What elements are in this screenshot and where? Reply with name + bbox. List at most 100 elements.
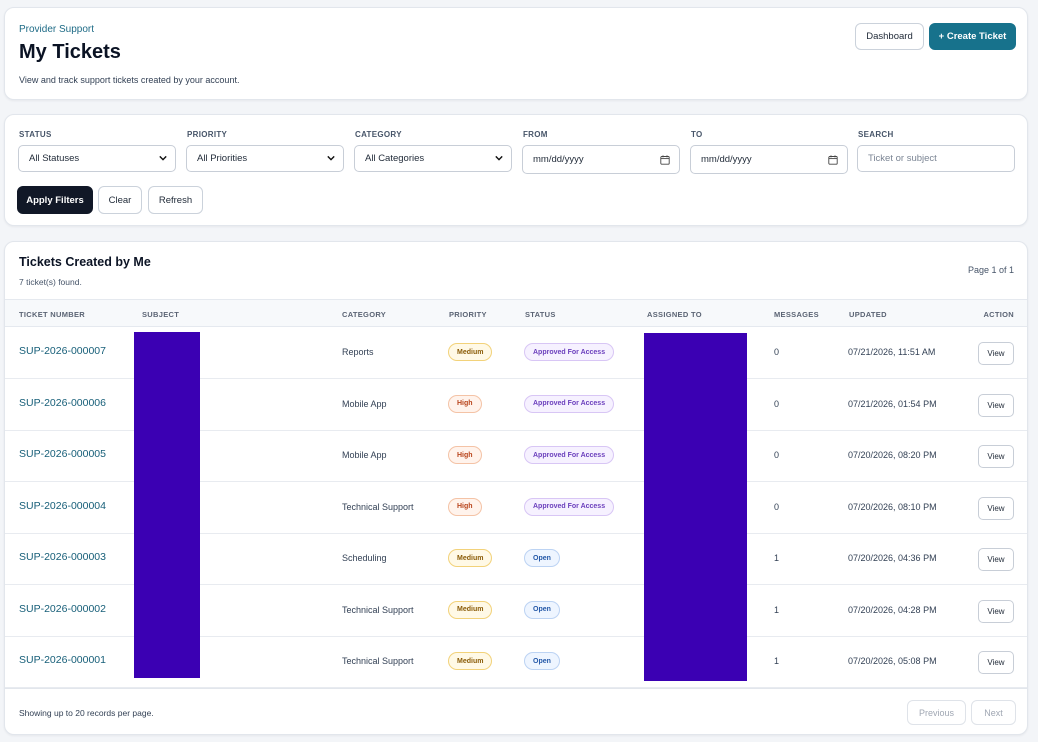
view-button[interactable]: View [978,548,1014,571]
priority-badge: Medium [448,343,493,361]
category-cell: Scheduling [342,553,387,563]
col-updated: UPDATED [849,310,887,319]
chevron-down-icon [495,155,503,161]
col-ticket-number: TICKET NUMBER [19,310,85,319]
priority-badge: Medium [448,549,493,567]
priority-filter-label: PRIORITY [187,130,228,139]
ticket-number-link[interactable]: SUP-2026-000005 [19,448,106,460]
table-title: Tickets Created by Me [19,255,151,269]
ticket-number-link[interactable]: SUP-2026-000001 [19,654,106,666]
category-select[interactable]: All Categories [354,145,512,172]
page-subtitle: View and track support tickets created b… [19,75,240,85]
calendar-icon[interactable] [828,155,838,165]
updated-timestamp: 07/20/2026, 04:28 PM [848,604,937,615]
messages-count: 0 [774,398,780,409]
status-badge: Approved For Access [524,446,615,464]
search-input[interactable]: Ticket or subject [857,145,1015,172]
table-row: SUP-2026-000004 Technical Support High Appr… [5,482,1027,534]
ticket-number-link[interactable]: SUP-2026-000007 [19,345,106,357]
status-select-value: All Statuses [29,153,80,164]
view-button[interactable]: View [978,599,1014,623]
priority-select-value: All Priorities [197,153,248,164]
refresh-button[interactable]: Refresh [148,186,203,214]
category-select-value: All Categories [365,153,425,164]
status-select[interactable]: All Statuses [18,145,176,172]
table-row: SUP-2026-000005 Mobile App High Approved Fo… [5,430,1027,482]
ticket-number-link[interactable]: SUP-2026-000004 [19,499,106,512]
view-button[interactable]: View [978,445,1014,468]
col-priority: PRIORITY [449,310,487,319]
table-row: SUP-2026-000002 Technical Support Medium Op… [5,585,1027,637]
messages-count: 0 [774,501,780,512]
clear-button[interactable]: Clear [98,186,142,214]
view-button[interactable]: View [978,496,1014,520]
from-filter-label: FROM [523,130,548,139]
ticket-number-link[interactable]: SUP-2026-000002 [19,602,106,615]
breadcrumb[interactable]: Provider Support [19,24,95,35]
status-badge: Open [524,549,560,567]
previous-page-button[interactable]: Previous [907,700,966,725]
col-status: STATUS [525,310,556,319]
status-badge: Approved For Access [524,343,615,361]
chevron-down-icon [159,155,167,161]
calendar-icon[interactable] [660,155,670,165]
status-badge: Approved For Access [524,394,615,413]
category-filter-label: CATEGORY [355,130,402,139]
messages-count: 1 [774,604,780,615]
view-button[interactable]: View [978,342,1014,365]
priority-badge: Medium [448,600,493,619]
messages-count: 0 [774,450,780,460]
priority-badge: High [448,446,482,464]
category-cell: Mobile App [342,450,387,460]
filters-panel: STATUS All Statuses PRIORITY All Priorit… [4,114,1028,226]
col-action: ACTION [983,310,1014,319]
messages-count: 1 [774,553,780,563]
table-row: SUP-2026-000007 Reports Medium Approved For… [5,327,1027,379]
updated-timestamp: 07/20/2026, 05:08 PM [848,656,937,666]
apply-filters-button[interactable]: Apply Filters [17,186,93,214]
updated-timestamp: 07/21/2026, 11:51 AM [848,347,936,357]
messages-count: 0 [774,347,780,357]
page-header: Provider Support My Tickets View and tra… [4,7,1028,100]
priority-select[interactable]: All Priorities [186,145,344,172]
updated-timestamp: 07/20/2026, 04:36 PM [848,553,937,563]
search-filter-label: SEARCH [858,130,894,139]
ticket-count: 7 ticket(s) found. [19,277,82,287]
status-badge: Approved For Access [524,497,615,516]
table-footer: Showing up to 20 records per page. Previ… [5,688,1027,734]
from-date-value: mm/dd/yyyy [533,154,584,165]
col-assigned-to: ASSIGNED TO [647,310,702,319]
table-row: SUP-2026-000006 Mobile App High Approved Fo… [5,379,1027,431]
subject-redaction [134,332,200,678]
ticket-number-link[interactable]: SUP-2026-000006 [19,396,106,409]
priority-badge: High [448,497,482,516]
to-filter-label: TO [691,130,703,139]
chevron-down-icon [327,155,335,161]
create-ticket-button[interactable]: + Create Ticket [929,23,1016,50]
page-indicator: Page 1 of 1 [967,265,1014,275]
status-filter-label: STATUS [19,130,52,139]
page-title: My Tickets [19,41,121,63]
col-subject: SUBJECT [142,310,180,319]
category-cell: Technical Support [342,501,414,512]
tickets-table-card: Tickets Created by Me 7 ticket(s) found.… [4,241,1028,735]
priority-badge: Medium [448,652,493,670]
status-badge: Open [524,600,560,619]
updated-timestamp: 07/21/2026, 01:54 PM [848,398,937,409]
view-button[interactable]: View [978,393,1014,417]
priority-badge: High [448,394,482,413]
ticket-number-link[interactable]: SUP-2026-000003 [19,551,106,563]
category-cell: Technical Support [342,604,414,615]
updated-timestamp: 07/20/2026, 08:10 PM [848,501,937,512]
records-per-page-text: Showing up to 20 records per page. [19,708,154,718]
category-cell: Reports [342,347,374,357]
messages-count: 1 [774,656,780,666]
col-category: CATEGORY [342,310,387,319]
assigned-to-redaction [644,333,747,681]
dashboard-button[interactable]: Dashboard [855,23,924,50]
next-page-button[interactable]: Next [971,700,1016,725]
to-date-input[interactable]: mm/dd/yyyy [690,145,848,174]
status-badge: Open [524,652,560,670]
from-date-input[interactable]: mm/dd/yyyy [522,145,680,174]
view-button[interactable]: View [978,651,1014,674]
